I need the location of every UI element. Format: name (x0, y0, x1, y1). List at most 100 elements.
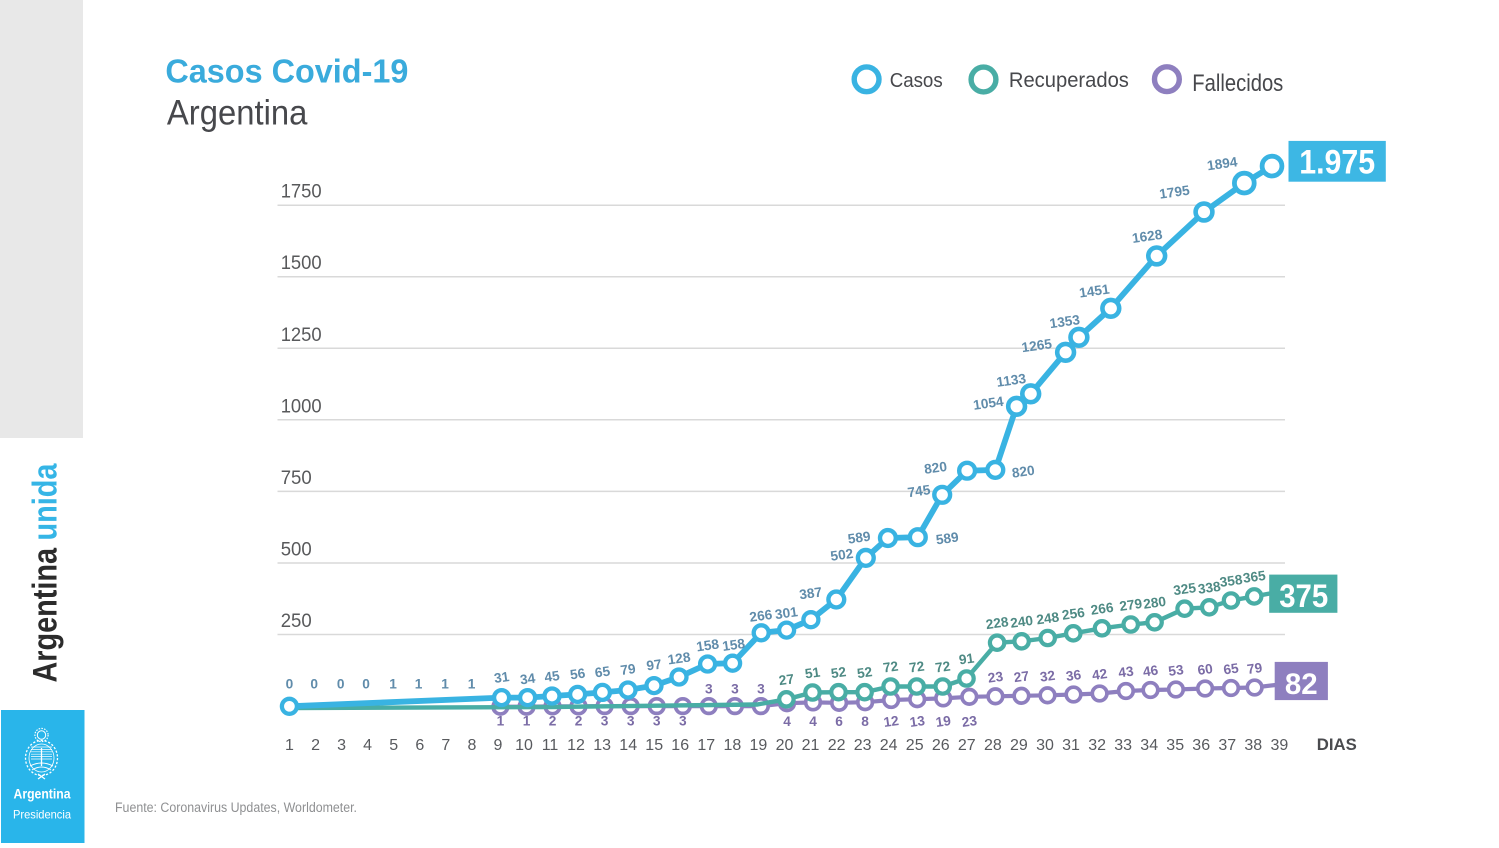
svg-text:65: 65 (594, 663, 612, 680)
svg-text:53: 53 (1167, 662, 1185, 679)
svg-text:4: 4 (809, 714, 817, 729)
svg-text:82: 82 (1285, 668, 1318, 701)
svg-text:Argentina: Argentina (27, 547, 65, 682)
svg-text:589: 589 (935, 529, 960, 547)
svg-text:25: 25 (906, 737, 924, 754)
svg-text:21: 21 (802, 737, 820, 754)
svg-text:16: 16 (671, 737, 689, 754)
svg-text:19: 19 (935, 713, 953, 730)
svg-text:91: 91 (958, 650, 976, 667)
svg-text:39: 39 (1271, 737, 1289, 754)
svg-text:32: 32 (1039, 668, 1057, 685)
svg-text:23: 23 (854, 737, 872, 754)
svg-text:60: 60 (1197, 661, 1215, 678)
svg-text:4: 4 (363, 737, 372, 754)
svg-text:1.975: 1.975 (1299, 144, 1375, 182)
svg-text:365: 365 (1242, 568, 1267, 586)
svg-text:65: 65 (1222, 660, 1240, 677)
svg-text:Casos Covid-19: Casos Covid-19 (165, 53, 408, 90)
svg-text:3: 3 (679, 714, 687, 729)
svg-text:Casos: Casos (890, 70, 943, 92)
svg-text:29: 29 (1010, 737, 1028, 754)
svg-text:42: 42 (1091, 666, 1109, 683)
svg-text:1265: 1265 (1021, 336, 1054, 355)
svg-text:Fuente: Coronavirus Updates, W: Fuente: Coronavirus Updates, Worldometer… (115, 800, 357, 816)
svg-text:2: 2 (575, 714, 583, 729)
svg-text:5: 5 (389, 737, 398, 754)
svg-text:Fallecidos: Fallecidos (1192, 70, 1283, 97)
svg-text:Presidencia: Presidencia (13, 808, 71, 822)
svg-text:28: 28 (984, 737, 1002, 754)
svg-text:3: 3 (705, 682, 713, 697)
svg-text:279: 279 (1118, 596, 1143, 614)
svg-text:79: 79 (1246, 660, 1264, 677)
svg-text:1133: 1133 (996, 371, 1028, 390)
svg-text:2: 2 (549, 714, 557, 729)
svg-text:6: 6 (415, 737, 424, 754)
svg-text:1054: 1054 (972, 394, 1005, 413)
svg-text:11: 11 (542, 737, 559, 754)
svg-text:3: 3 (601, 714, 609, 729)
svg-text:34: 34 (1140, 737, 1158, 754)
svg-text:27: 27 (958, 737, 976, 754)
svg-text:325: 325 (1172, 580, 1197, 598)
svg-text:20: 20 (776, 737, 794, 754)
svg-text:0: 0 (362, 677, 370, 692)
svg-text:19: 19 (750, 737, 768, 754)
svg-text:3: 3 (627, 714, 635, 729)
svg-text:240: 240 (1009, 613, 1034, 631)
svg-text:34: 34 (519, 670, 537, 687)
svg-text:820: 820 (923, 459, 948, 477)
svg-text:1000: 1000 (281, 395, 322, 417)
svg-text:45: 45 (543, 668, 561, 685)
svg-text:1500: 1500 (281, 252, 322, 274)
svg-text:280: 280 (1142, 594, 1167, 612)
svg-text:820: 820 (1011, 463, 1036, 481)
svg-text:52: 52 (856, 664, 874, 681)
svg-text:23: 23 (987, 669, 1005, 686)
svg-text:301: 301 (774, 604, 799, 622)
svg-text:8: 8 (467, 737, 476, 754)
svg-text:358: 358 (1219, 572, 1244, 590)
svg-text:128: 128 (667, 649, 692, 667)
svg-text:43: 43 (1117, 663, 1135, 680)
svg-text:52: 52 (830, 664, 848, 681)
svg-text:375: 375 (1279, 578, 1328, 614)
svg-text:10: 10 (515, 737, 533, 754)
svg-text:37: 37 (1218, 737, 1236, 754)
svg-text:1894: 1894 (1206, 154, 1239, 173)
svg-text:500: 500 (281, 539, 312, 561)
svg-text:27: 27 (778, 671, 796, 688)
svg-text:338: 338 (1197, 579, 1222, 597)
svg-text:51: 51 (804, 664, 822, 681)
svg-text:266: 266 (1090, 600, 1115, 618)
svg-text:26: 26 (932, 737, 950, 754)
svg-text:17: 17 (697, 737, 715, 754)
svg-text:36: 36 (1065, 667, 1083, 684)
svg-text:38: 38 (1244, 737, 1262, 754)
svg-text:6: 6 (835, 714, 843, 729)
svg-text:35: 35 (1166, 737, 1184, 754)
svg-text:0: 0 (286, 677, 294, 692)
svg-text:1: 1 (497, 714, 505, 729)
svg-text:56: 56 (569, 665, 587, 682)
svg-text:8: 8 (861, 714, 869, 729)
svg-text:Argentina: Argentina (14, 786, 71, 802)
svg-text:1: 1 (441, 677, 449, 692)
svg-text:31: 31 (493, 669, 511, 686)
svg-text:DIAS: DIAS (1317, 735, 1357, 754)
svg-text:46: 46 (1142, 662, 1160, 679)
svg-text:2: 2 (311, 737, 320, 754)
svg-text:1353: 1353 (1049, 312, 1082, 331)
svg-text:1795: 1795 (1158, 183, 1191, 202)
svg-text:18: 18 (724, 737, 742, 754)
svg-text:23: 23 (961, 713, 979, 730)
svg-text:Recuperados: Recuperados (1009, 69, 1129, 92)
svg-text:387: 387 (798, 584, 823, 602)
svg-text:0: 0 (337, 677, 345, 692)
svg-text:15: 15 (645, 737, 663, 754)
svg-text:1451: 1451 (1078, 281, 1111, 300)
svg-text:7: 7 (441, 737, 450, 754)
svg-text:0: 0 (310, 677, 318, 692)
svg-text:1: 1 (415, 677, 423, 692)
